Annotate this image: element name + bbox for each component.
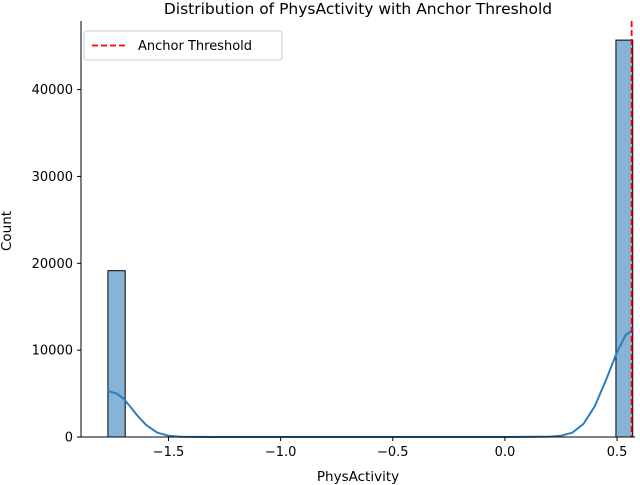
x-tick-label: −1.5 <box>153 445 185 460</box>
x-tick-label: 0.5 <box>607 445 628 460</box>
legend-anchor-threshold-label: Anchor Threshold <box>138 39 252 54</box>
x-tick-label: −0.5 <box>377 445 409 460</box>
axes-frame <box>80 21 635 438</box>
legend: Anchor Threshold <box>83 30 283 61</box>
y-tick-label: 0 <box>65 431 73 446</box>
x-tick-label: 0.0 <box>495 445 516 460</box>
x-axis-label: PhysActivity <box>317 469 399 485</box>
chart-title: Distribution of PhysActivity with Anchor… <box>164 0 552 18</box>
y-axis-label: Count <box>0 211 15 251</box>
kde-curve <box>106 329 634 438</box>
y-tick-label: 20000 <box>32 257 73 272</box>
y-tick-label: 30000 <box>32 170 73 185</box>
y-axis-ticks: 0 10000 20000 30000 40000 <box>32 83 81 446</box>
histogram-bar-0 <box>107 270 126 438</box>
legend-box <box>83 30 283 61</box>
x-tick-label: −1.0 <box>265 445 297 460</box>
y-tick-label: 40000 <box>32 83 73 98</box>
histogram-bar-1 <box>615 39 634 438</box>
y-tick-label: 10000 <box>32 344 73 359</box>
x-axis-ticks: −1.5 −1.0 −0.5 0.0 0.5 <box>153 437 628 460</box>
plot-marks <box>106 21 634 438</box>
